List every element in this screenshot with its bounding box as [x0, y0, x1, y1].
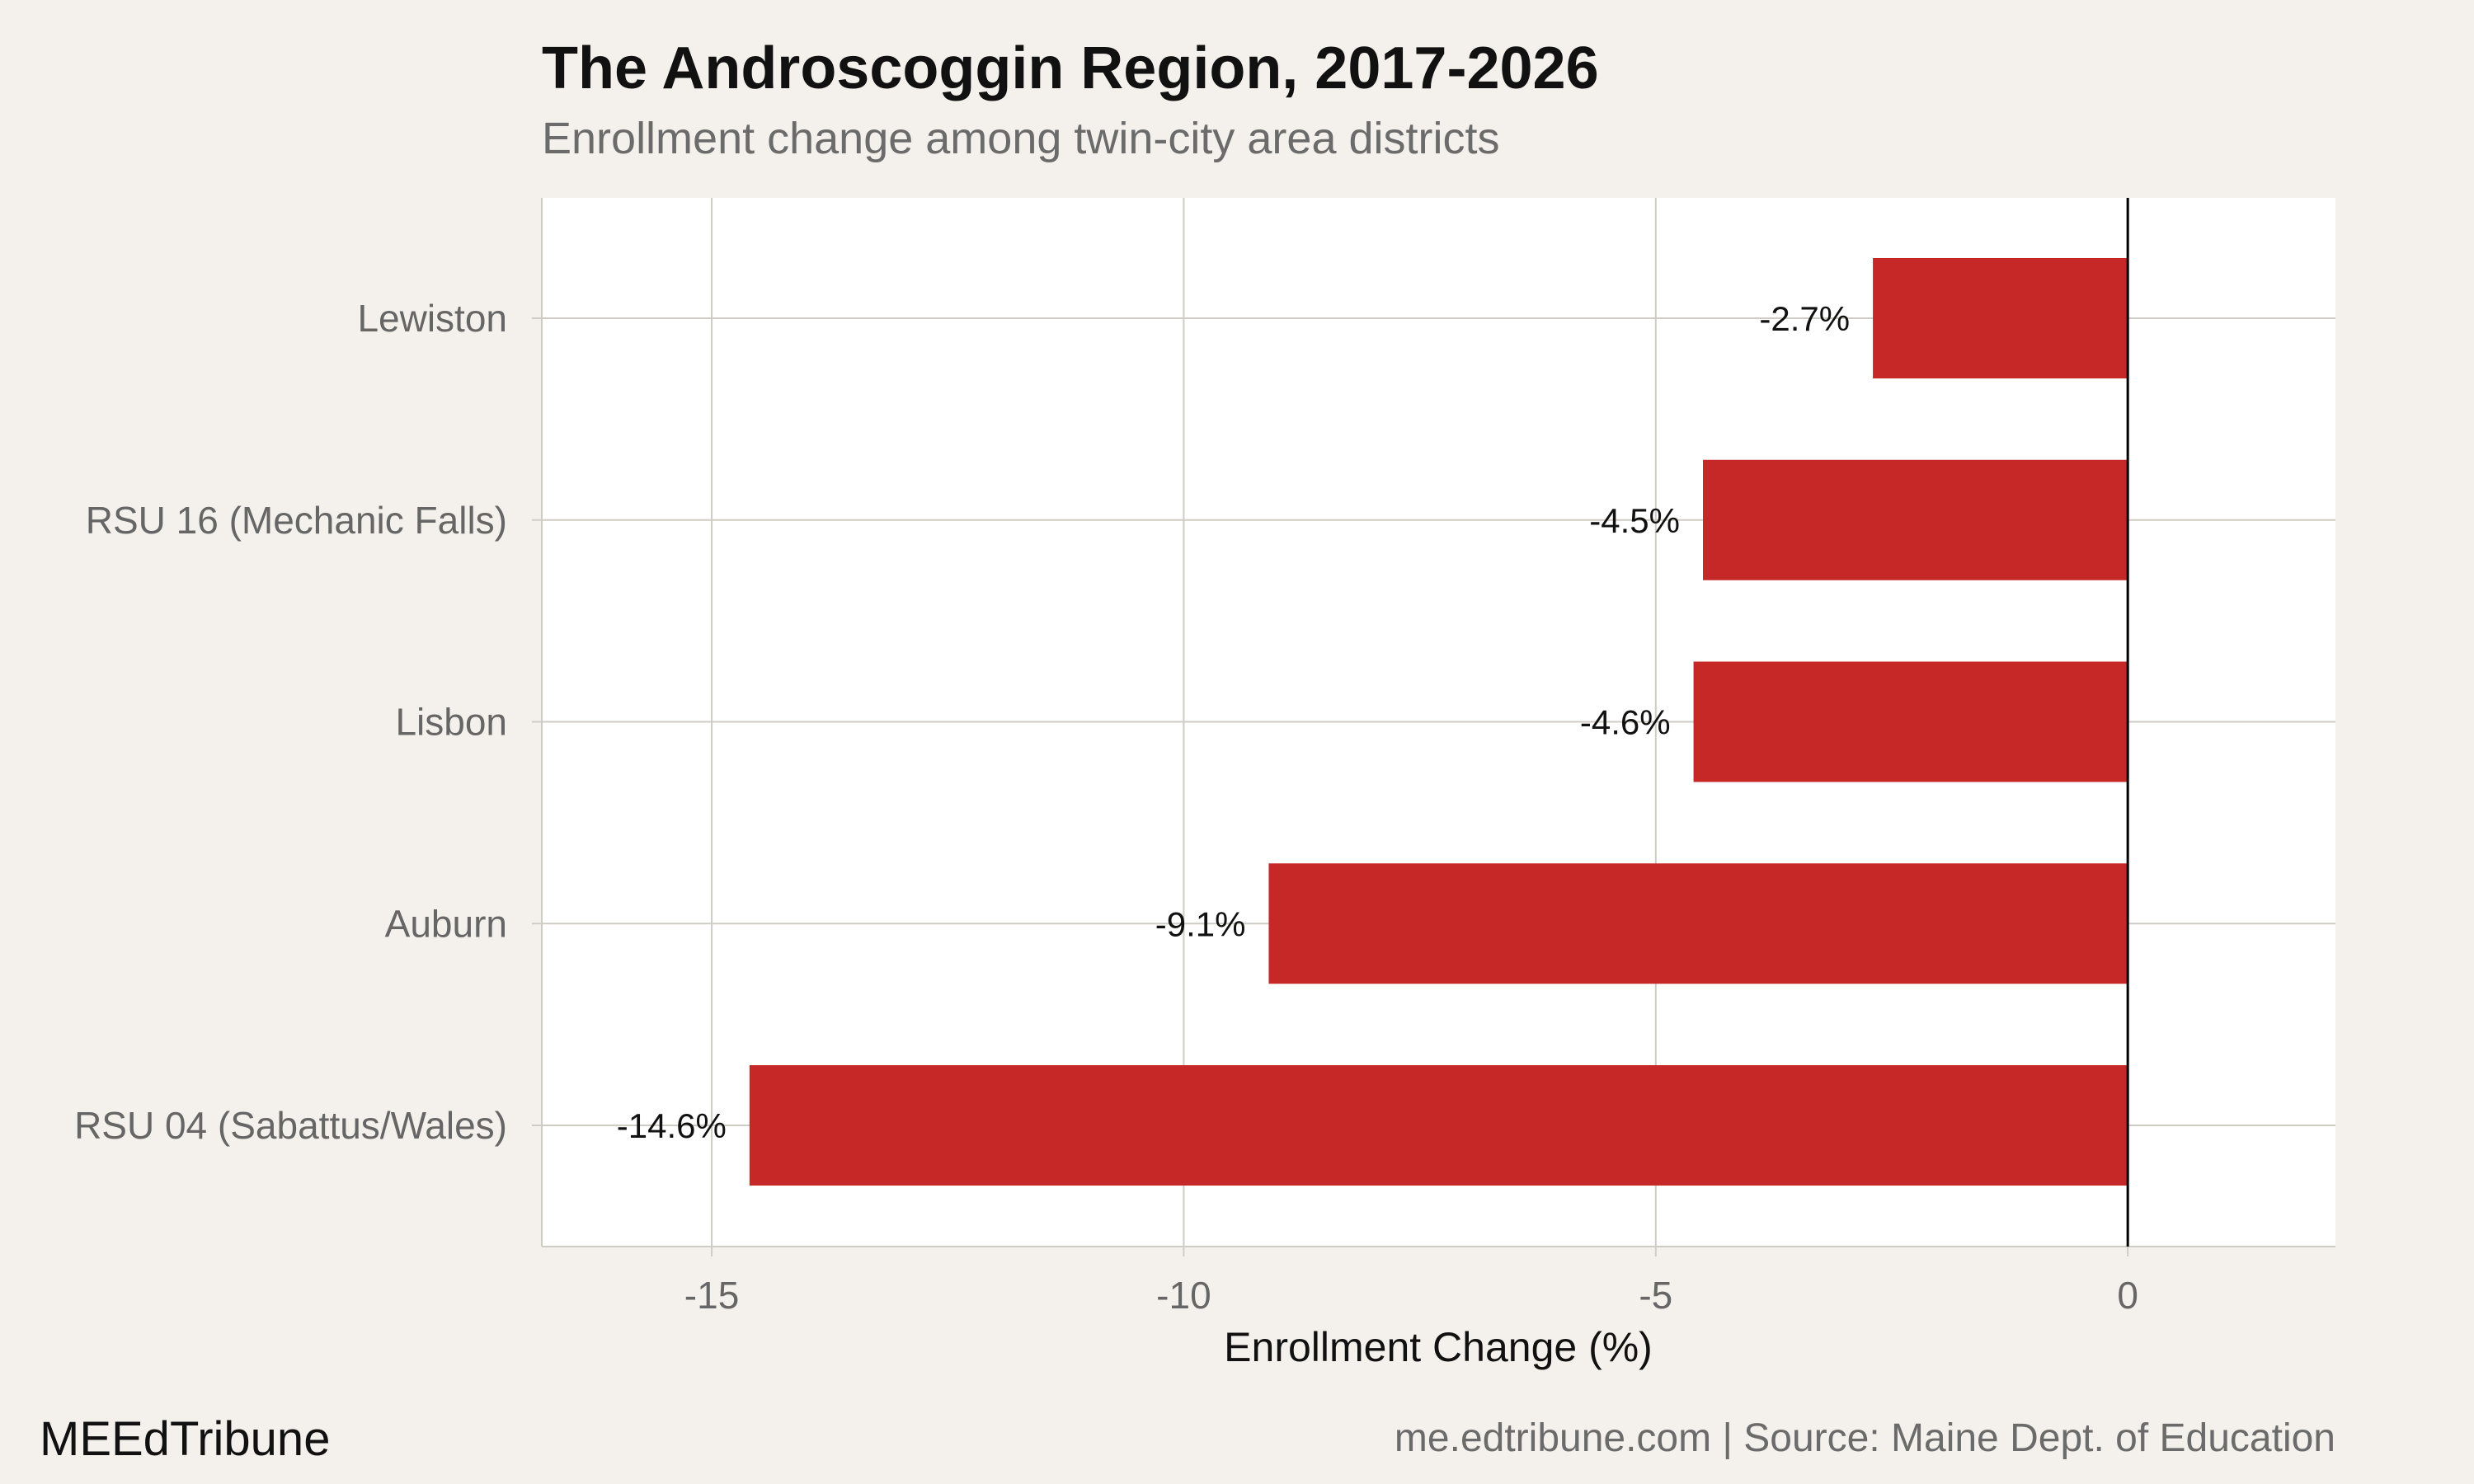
x-tick-label: -10 — [1156, 1274, 1211, 1317]
bar — [1703, 459, 2128, 580]
category-label: Auburn — [385, 902, 507, 945]
category-label: RSU 04 (Sabattus/Wales) — [74, 1104, 507, 1147]
x-tick-label: -5 — [1639, 1274, 1672, 1317]
category-label: Lisbon — [395, 701, 507, 744]
data-label: -2.7% — [1759, 299, 1850, 338]
x-tick-label: -15 — [684, 1274, 739, 1317]
labels: -15 -10 -5 0 -2.7% Lewiston -4.5% RSU 16 (Mecha… — [74, 297, 2138, 1370]
bar — [1268, 863, 2128, 984]
category-label: RSU 16 (Mechanic Falls) — [86, 499, 507, 542]
bars — [749, 198, 2129, 1247]
data-label: -9.1% — [1155, 904, 1246, 943]
data-label: -4.5% — [1589, 501, 1680, 540]
brand-logo-text: MEEdTribune — [40, 1412, 331, 1466]
chart-title: The Androscoggin Region, 2017-2026 — [542, 35, 1599, 101]
x-tick-label: 0 — [2117, 1274, 2138, 1317]
category-label: Lewiston — [357, 297, 507, 340]
chart-subtitle: Enrollment change among twin-city area d… — [542, 114, 1500, 163]
source-credit: me.edtribune.com | Source: Maine Dept. o… — [1394, 1416, 2335, 1460]
bar — [749, 1065, 2128, 1186]
bar — [1693, 661, 2128, 782]
x-axis-title: Enrollment Change (%) — [1224, 1324, 1653, 1370]
data-label: -4.6% — [1580, 703, 1671, 742]
data-label: -14.6% — [617, 1106, 727, 1145]
bar — [1873, 258, 2128, 378]
